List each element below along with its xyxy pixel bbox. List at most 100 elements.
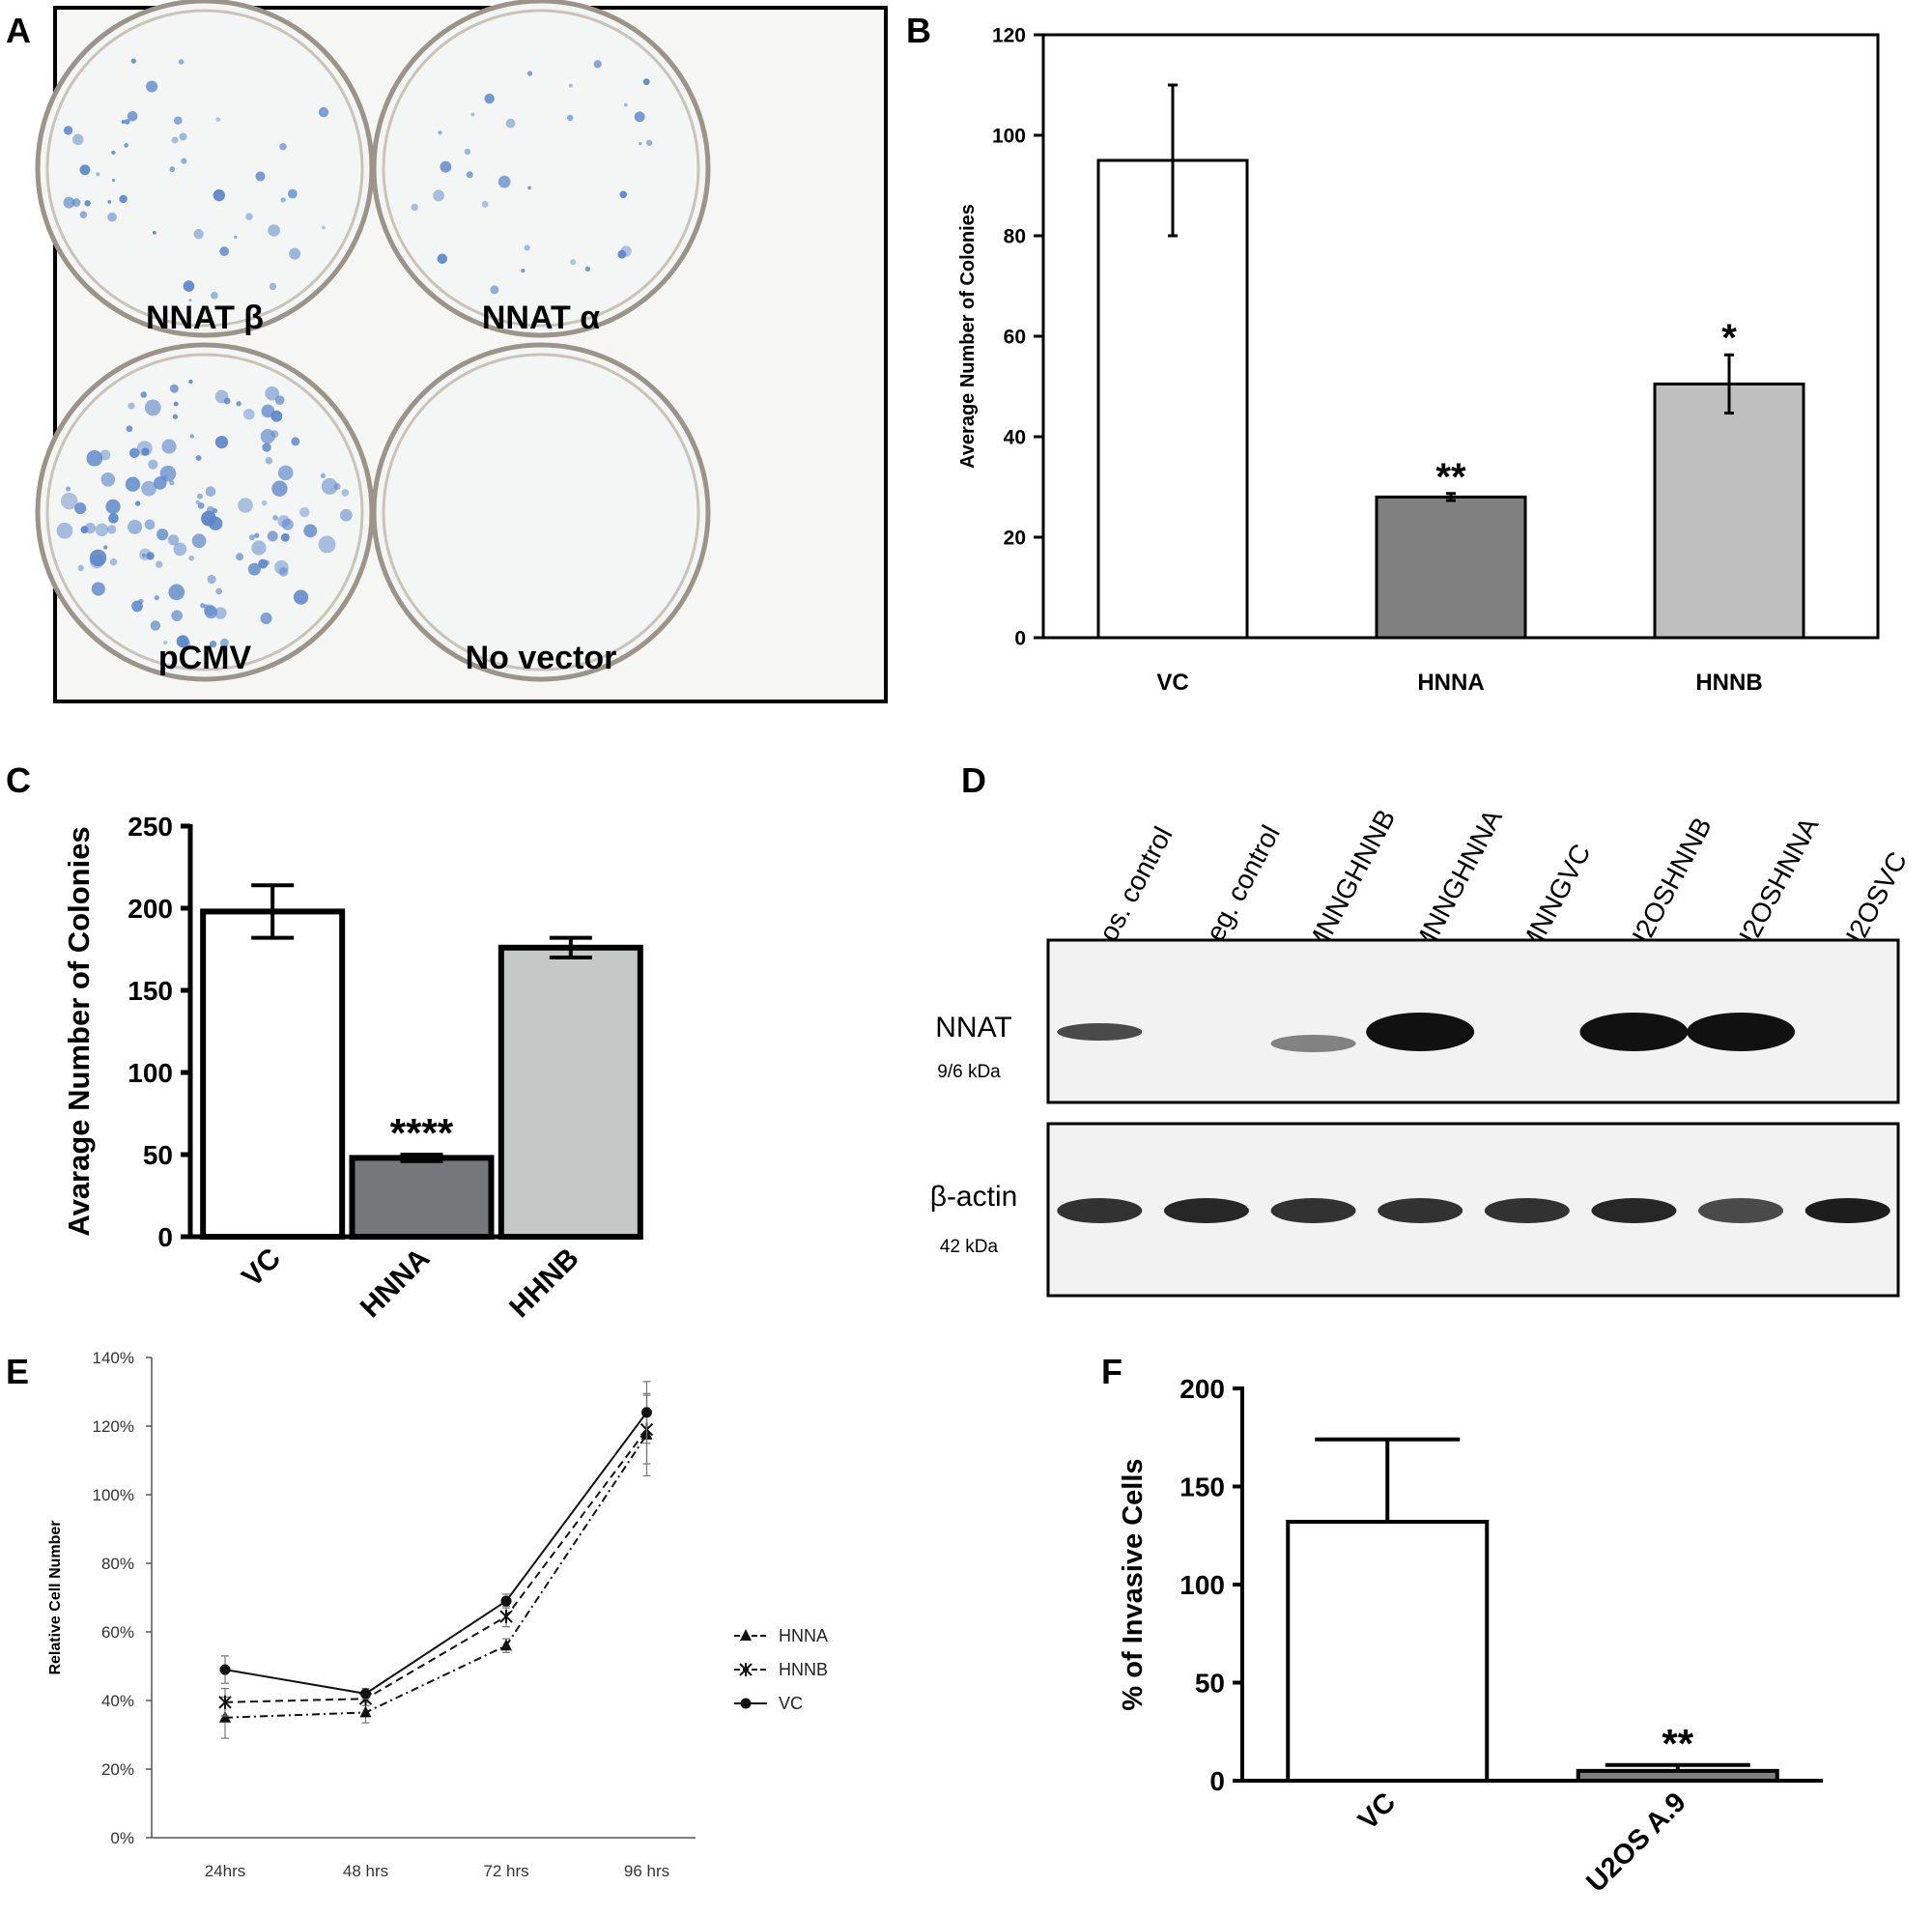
y-axis-label: % of Invasive Cells bbox=[1118, 1458, 1149, 1710]
significance-label: ** bbox=[1435, 456, 1466, 499]
colony bbox=[593, 60, 602, 69]
bar bbox=[1096, 158, 1249, 640]
y-tick-label: 100 bbox=[128, 1058, 173, 1088]
colony bbox=[188, 299, 192, 302]
colony bbox=[280, 197, 286, 203]
bar bbox=[497, 944, 643, 1240]
colony bbox=[205, 486, 216, 498]
colony bbox=[148, 459, 158, 470]
y-tick-label: 0 bbox=[157, 1222, 173, 1252]
colony bbox=[481, 200, 489, 208]
colony bbox=[144, 519, 156, 530]
y-tick-label: 100 bbox=[1179, 1570, 1225, 1600]
petri-dish bbox=[371, 0, 711, 338]
colony bbox=[617, 249, 627, 259]
y-tick-label: 100% bbox=[93, 1486, 134, 1504]
colony bbox=[144, 399, 161, 416]
colony bbox=[524, 244, 530, 251]
colony bbox=[119, 194, 128, 204]
colony bbox=[466, 171, 473, 179]
colony bbox=[95, 523, 109, 537]
colony bbox=[79, 164, 91, 176]
colony bbox=[269, 282, 277, 291]
data-point bbox=[740, 1698, 752, 1709]
colony bbox=[96, 172, 100, 177]
y-tick-label: 100 bbox=[992, 125, 1026, 147]
colony bbox=[642, 78, 650, 86]
colony bbox=[105, 499, 121, 515]
colony bbox=[260, 429, 275, 444]
blot-band bbox=[1579, 1013, 1689, 1051]
colony bbox=[169, 166, 176, 173]
y-tick-label: 120 bbox=[992, 24, 1026, 46]
colony bbox=[130, 58, 136, 64]
colony bbox=[258, 558, 269, 569]
x-tick-label: 24hrs bbox=[205, 1862, 246, 1880]
panel-letter-e: E bbox=[6, 1352, 29, 1391]
colony bbox=[127, 110, 138, 122]
colony bbox=[277, 465, 294, 481]
blot-row-label: NNAT bbox=[935, 1012, 1011, 1043]
colony bbox=[271, 480, 288, 497]
colony bbox=[321, 225, 326, 230]
blot-band bbox=[1591, 1198, 1677, 1223]
legend-label: HNNB bbox=[779, 1660, 828, 1679]
colony bbox=[84, 200, 91, 207]
colony bbox=[464, 148, 471, 156]
colony bbox=[124, 119, 130, 125]
blot-band bbox=[1270, 1035, 1356, 1052]
colony bbox=[173, 116, 183, 126]
y-tick-label: 150 bbox=[128, 976, 173, 1006]
y-tick-label: 40 bbox=[1004, 426, 1026, 448]
y-tick-label: 60% bbox=[101, 1623, 134, 1642]
colony bbox=[79, 211, 88, 219]
colony bbox=[155, 560, 163, 568]
blot-row-size: 9/6 kDa bbox=[937, 1062, 1001, 1082]
panel-letter-f: F bbox=[1101, 1352, 1122, 1391]
colony bbox=[274, 395, 285, 406]
colony bbox=[91, 582, 105, 596]
colony bbox=[124, 143, 128, 148]
colony bbox=[208, 516, 223, 531]
colony bbox=[505, 118, 516, 129]
colony bbox=[333, 482, 341, 491]
colony bbox=[131, 600, 143, 613]
colony bbox=[139, 548, 152, 560]
colony bbox=[254, 532, 260, 538]
lane-label: pos. control bbox=[1086, 821, 1178, 958]
x-tick-label: 96 hrs bbox=[624, 1862, 669, 1880]
colony bbox=[74, 502, 87, 515]
colony bbox=[163, 640, 168, 645]
blot-band bbox=[1804, 1198, 1890, 1223]
data-point bbox=[641, 1407, 652, 1418]
y-axis-label: Average Number of Colonies bbox=[957, 204, 979, 469]
colony bbox=[107, 212, 117, 222]
x-tick-label: HNNB bbox=[1695, 670, 1762, 696]
colony bbox=[245, 213, 253, 220]
data-point bbox=[500, 1639, 512, 1651]
series-line bbox=[224, 1412, 648, 1695]
y-tick-label: 200 bbox=[128, 894, 173, 924]
colony bbox=[150, 620, 161, 631]
y-tick-label: 250 bbox=[128, 812, 173, 842]
data-point bbox=[500, 1595, 512, 1607]
colony bbox=[247, 562, 261, 576]
colony bbox=[280, 532, 290, 542]
panel-b-chart: 0 20 40 60 80 100 120 VC ** HNNA * HNNB Average Numb… bbox=[957, 24, 1880, 696]
colony bbox=[179, 132, 187, 141]
colony bbox=[268, 224, 280, 237]
colony bbox=[214, 389, 229, 404]
colony bbox=[169, 384, 179, 393]
colony bbox=[86, 449, 103, 467]
colony bbox=[126, 425, 133, 433]
colony bbox=[156, 529, 169, 541]
colony bbox=[265, 386, 280, 401]
bar bbox=[1576, 1768, 1779, 1783]
y-axis-label: Avarage Number of Colonies bbox=[62, 826, 96, 1236]
colony bbox=[103, 545, 108, 550]
colony bbox=[248, 534, 255, 541]
colony bbox=[251, 540, 267, 556]
colony bbox=[162, 474, 168, 479]
colony bbox=[188, 379, 193, 385]
colony bbox=[265, 456, 273, 465]
